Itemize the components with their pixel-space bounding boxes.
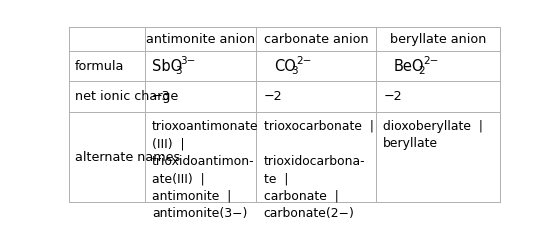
Text: trioxocarbonate  |

trioxidocarbona-
te  |
carbonate  |
carbonate(2−): trioxocarbonate | trioxidocarbona- te | …	[264, 120, 374, 220]
Text: trioxoantimonate
(III)  |
trioxidoantimon-
ate(III)  |
antimonite  |
antimonite(: trioxoantimonate (III) | trioxidoantimon…	[152, 120, 259, 220]
Text: 2−: 2−	[296, 56, 312, 66]
Text: CO: CO	[275, 59, 296, 74]
Text: BeO: BeO	[394, 59, 425, 74]
Text: carbonate anion: carbonate anion	[264, 32, 369, 46]
Text: 3: 3	[291, 66, 298, 76]
Text: formula: formula	[74, 60, 124, 73]
Text: dioxoberyllate  |
beryllate: dioxoberyllate | beryllate	[384, 120, 483, 150]
Text: net ionic charge: net ionic charge	[74, 90, 178, 103]
Text: alternate names: alternate names	[74, 151, 180, 163]
Text: beryllate anion: beryllate anion	[390, 32, 486, 46]
Text: −3: −3	[152, 90, 171, 103]
Text: 2−: 2−	[423, 56, 438, 66]
Text: 2: 2	[418, 66, 425, 76]
Text: −2: −2	[384, 90, 402, 103]
Text: SbO: SbO	[152, 59, 182, 74]
Text: 3: 3	[175, 66, 182, 76]
Text: antimonite anion: antimonite anion	[146, 32, 255, 46]
Text: 3−: 3−	[180, 56, 196, 66]
Text: −2: −2	[264, 90, 282, 103]
